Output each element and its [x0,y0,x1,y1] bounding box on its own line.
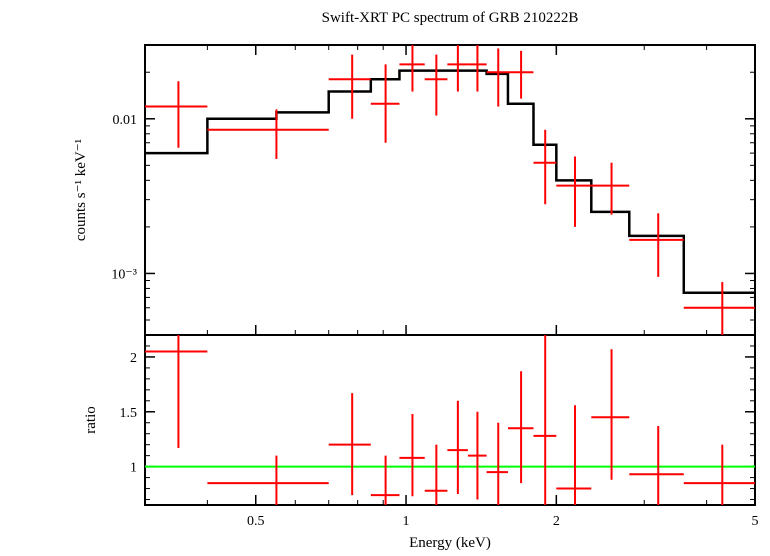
x-axis-label: Energy (keV) [409,535,491,551]
chart-title: Swift-XRT PC spectrum of GRB 210222B [322,10,579,26]
top-panel-content [145,43,755,344]
top-panel-frame [145,45,755,335]
y-bottom-tick-label: 2 [130,351,137,366]
spectrum-chart: Swift-XRT PC spectrum of GRB 210222B 0.5 1… [0,0,770,556]
x-tick-label: 5 [752,514,759,529]
x-tick-label: 0.5 [247,514,265,529]
y-bottom-axis-label: ratio [83,406,99,434]
x-tick-label: 2 [553,514,560,529]
y-top-tick-label: 0.01 [113,113,138,128]
y-top-axis-label: counts s⁻¹ keV⁻¹ [73,139,89,241]
y-bottom-tick-label: 1.5 [120,406,138,421]
chart-svg: Swift-XRT PC spectrum of GRB 210222B 0.5 1… [0,0,770,556]
bottom-panel-content [145,335,755,505]
bottom-panel-frame [145,335,755,505]
model-step-line [145,71,755,293]
x-tick-label: 1 [403,514,410,529]
y-top-tick-label: 10⁻³ [111,267,137,282]
y-bottom-tick-label: 1 [130,461,137,476]
